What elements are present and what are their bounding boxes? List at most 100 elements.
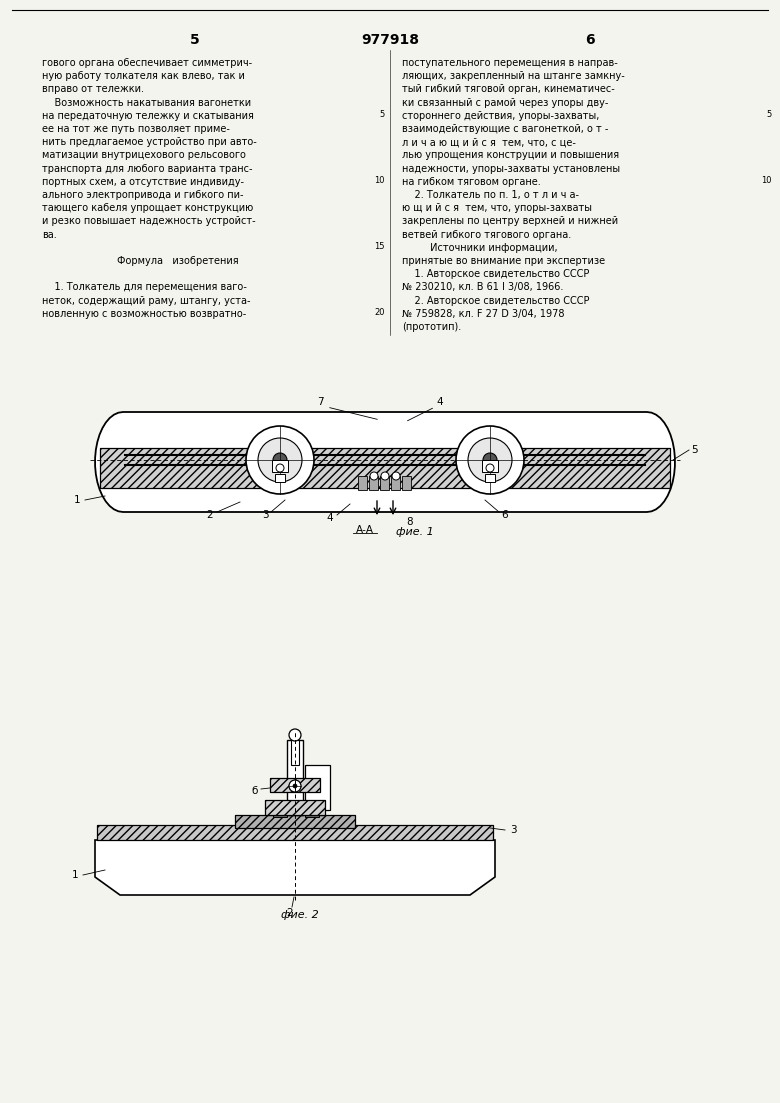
Text: надежности, упоры-захваты установлены: надежности, упоры-захваты установлены [402, 163, 620, 173]
Text: 5: 5 [190, 33, 200, 47]
Bar [97, 825, 493, 840]
Text: 1: 1 [73, 495, 80, 505]
Text: ветвей гибкого тягового органа.: ветвей гибкого тягового органа. [402, 229, 571, 239]
Circle shape [289, 729, 301, 741]
Text: 20: 20 [374, 309, 385, 318]
Circle shape [289, 780, 301, 792]
Text: ее на тот же путь позволяет приме-: ее на тот же путь позволяет приме- [42, 124, 230, 133]
Circle shape [381, 472, 389, 480]
Circle shape [276, 464, 284, 472]
Text: тый гибкий тяговой орган, кинематичес-: тый гибкий тяговой орган, кинематичес- [402, 85, 615, 95]
Bar [270, 778, 320, 792]
Text: 3: 3 [509, 825, 516, 835]
Circle shape [293, 784, 297, 788]
Text: А-А: А-А [356, 525, 374, 535]
Bar [235, 815, 355, 828]
Text: 977918: 977918 [361, 33, 419, 47]
Text: 4: 4 [437, 397, 443, 407]
Text: принятые во внимание при экспертизе: принятые во внимание при экспертизе [402, 256, 605, 266]
Text: 6: 6 [585, 33, 595, 47]
Bar [482, 460, 498, 472]
Circle shape [468, 438, 512, 482]
Circle shape [370, 472, 378, 480]
Text: ляющих, закрепленный на штанге замкну-: ляющих, закрепленный на штанге замкну- [402, 72, 625, 82]
Bar [265, 800, 325, 815]
Text: Возможность накатывания вагонетки: Возможность накатывания вагонетки [42, 97, 251, 108]
Text: л и ч а ю щ и й с я  тем, что, с це-: л и ч а ю щ и й с я тем, что, с це- [402, 137, 576, 147]
Text: б: б [252, 786, 258, 796]
Text: поступательного перемещения в направ-: поступательного перемещения в направ- [402, 58, 618, 68]
Text: ва.: ва. [42, 229, 57, 239]
Text: 6: 6 [502, 510, 509, 520]
Bar [305, 810, 319, 817]
Text: нить предлагаемое устройство при авто-: нить предлагаемое устройство при авто- [42, 137, 257, 147]
Bar [100, 448, 670, 488]
Bar [97, 825, 493, 840]
Bar [275, 474, 285, 482]
Text: на передаточную тележку и скатывания: на передаточную тележку и скатывания [42, 110, 254, 121]
Circle shape [258, 438, 302, 482]
Text: Источники информации,: Источники информации, [402, 243, 558, 253]
Text: гового органа обеспечивает симметрич-: гового органа обеспечивает симметрич- [42, 58, 252, 68]
Bar [287, 740, 303, 815]
Text: 1. Толкатель для перемещения вагo-: 1. Толкатель для перемещения вагo- [42, 282, 247, 292]
Bar [265, 800, 325, 815]
Polygon shape [95, 413, 675, 512]
Bar [270, 778, 320, 792]
Text: 1: 1 [72, 870, 78, 880]
Text: стороннего действия, упоры-захваты,: стороннего действия, упоры-захваты, [402, 110, 599, 121]
Text: 3: 3 [261, 510, 268, 520]
Text: (прототип).: (прототип). [402, 322, 461, 332]
Text: 2. Авторское свидетельство СССР: 2. Авторское свидетельство СССР [402, 296, 590, 306]
Bar [380, 476, 389, 490]
Text: фие. 2: фие. 2 [281, 910, 319, 920]
Text: 4: 4 [327, 513, 333, 523]
Circle shape [456, 426, 524, 494]
Text: ную работу толкателя как влево, так и: ную работу толкателя как влево, так и [42, 72, 245, 82]
Bar [273, 810, 287, 817]
Text: ю щ и й с я  тем, что, упоры-захваты: ю щ и й с я тем, что, упоры-захваты [402, 203, 592, 213]
Text: и резко повышает надежность устройст-: и резко повышает надежность устройст- [42, 216, 256, 226]
Bar [100, 448, 670, 488]
Text: 1. Авторское свидетельство СССР: 1. Авторское свидетельство СССР [402, 269, 590, 279]
Text: на гибком тяговом органе.: на гибком тяговом органе. [402, 176, 541, 186]
Bar [391, 476, 400, 490]
Polygon shape [95, 840, 495, 895]
Text: фие. 1: фие. 1 [396, 527, 434, 537]
Text: 5: 5 [767, 110, 772, 119]
Circle shape [392, 472, 400, 480]
Text: № 759828, кл. F 27 D 3/04, 1978: № 759828, кл. F 27 D 3/04, 1978 [402, 309, 565, 319]
Text: матизации внутрицехового рельсового: матизации внутрицехового рельсового [42, 150, 246, 160]
Text: ки связанный с рамой через упоры дву-: ки связанный с рамой через упоры дву- [402, 97, 608, 108]
Text: закреплены по центру верхней и нижней: закреплены по центру верхней и нижней [402, 216, 618, 226]
Text: Формула   изобретения: Формула изобретения [117, 256, 239, 266]
Bar [291, 740, 299, 765]
Bar [235, 815, 355, 828]
Text: лью упрощения конструции и повышения: лью упрощения конструции и повышения [402, 150, 619, 160]
Text: новленную с возможностью возвратно-: новленную с возможностью возвратно- [42, 309, 246, 319]
Text: портных схем, а отсутствие индивиду-: портных схем, а отсутствие индивиду- [42, 176, 244, 186]
Text: 5: 5 [692, 445, 698, 456]
Bar [485, 474, 495, 482]
Text: 15: 15 [374, 243, 385, 251]
Text: транспорта для любого варианта транс-: транспорта для любого варианта транс- [42, 163, 253, 173]
Text: 10: 10 [761, 176, 772, 185]
Text: вправо от тележки.: вправо от тележки. [42, 85, 144, 95]
Text: 7: 7 [317, 397, 324, 407]
Text: 8: 8 [406, 517, 413, 527]
Bar [402, 476, 411, 490]
Bar [369, 476, 378, 490]
Text: 5: 5 [380, 110, 385, 119]
Bar [272, 460, 288, 472]
Bar [358, 476, 367, 490]
Text: 10: 10 [374, 176, 385, 185]
Text: 2: 2 [207, 510, 213, 520]
Text: неток, содержащий раму, штангу, уста-: неток, содержащий раму, штангу, уста- [42, 296, 250, 306]
Text: № 230210, кл. В 61 I 3/08, 1966.: № 230210, кл. В 61 I 3/08, 1966. [402, 282, 563, 292]
Text: 2: 2 [287, 908, 293, 918]
Bar [305, 765, 330, 810]
Text: взаимодействующие с вагонеткой, о т -: взаимодействующие с вагонеткой, о т - [402, 124, 608, 133]
Text: 2. Толкатель по п. 1, о т л и ч а-: 2. Толкатель по п. 1, о т л и ч а- [402, 190, 579, 200]
Circle shape [273, 453, 287, 467]
Circle shape [483, 453, 497, 467]
